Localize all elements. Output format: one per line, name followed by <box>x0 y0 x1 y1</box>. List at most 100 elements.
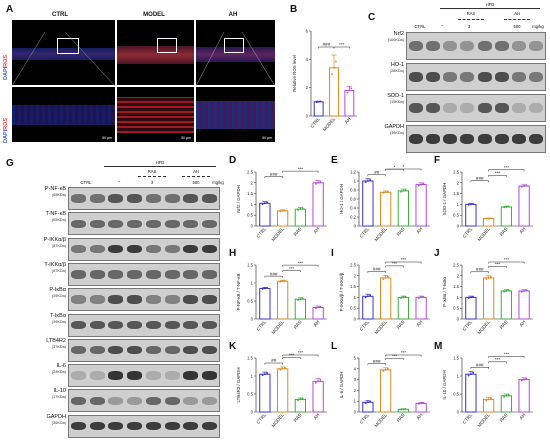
chart-j-sig-bracket <box>488 266 507 268</box>
panel-g-blot-band <box>127 219 143 228</box>
panel-g-minus-label: – <box>117 179 121 184</box>
panel-c-blot-band <box>477 40 492 52</box>
chart-e-sig-label: * <box>402 164 404 169</box>
chart-i-sig-label: ### <box>373 267 381 272</box>
chart-e-data-point <box>400 190 403 193</box>
chart-m-sig-bracket <box>470 367 489 369</box>
chart-e-y-tick-label: 0 <box>354 224 357 229</box>
chart-k-data-point <box>301 397 304 400</box>
panel-c-blot-label: HO-1 (28KDa) <box>366 62 404 74</box>
panel-label-j: J <box>434 248 440 259</box>
chart-m: 0 0.5 1 1.5 IL-10 / GAPDH CTRL MODEL RAS AH ### **… <box>442 352 533 428</box>
chart-k-data-point <box>266 372 269 375</box>
chart-j-sig-label: *** <box>495 262 501 267</box>
chart-i-x-tick-label: MODEL <box>374 319 389 335</box>
panel-label-d: D <box>229 155 237 166</box>
chart-h-data-point <box>261 288 264 290</box>
chart-f-data-point <box>503 206 506 209</box>
chart-h-sig-label: ### <box>270 271 278 276</box>
chart-h-y-tick-label: 1.5 <box>247 263 253 268</box>
chart-i-x-tick-label: CTRL <box>359 319 371 332</box>
panel-g-blot-band <box>127 244 143 254</box>
chart-b-sig-bracket <box>318 46 335 49</box>
chart-i-sig-bracket <box>385 261 422 264</box>
chart-f-x-tick-label: MODEL <box>477 226 492 242</box>
panel-g-blot-strip <box>68 389 220 413</box>
chart-h: 0 0.5 1 1.5 P-NF-κB / T-NF-κB CTRL MODEL RAS AH #… <box>236 260 327 335</box>
chart-f-data-point <box>485 217 488 220</box>
chart-l-y-tick-label: 0 <box>354 410 357 415</box>
chart-h-x-tick-label: MODEL <box>271 319 286 335</box>
chart-i-data-point <box>402 296 405 299</box>
panel-c-blot-name: Nrf2 <box>393 31 404 37</box>
chart-m-sig-label: *** <box>504 352 510 357</box>
chart-d-data-point <box>299 208 302 211</box>
chart-f-y-tick-label: 2 <box>457 180 460 185</box>
panel-g-blot-band <box>202 396 218 406</box>
chart-e-data-point <box>402 190 405 192</box>
chart-l-y-tick-label: 5 <box>354 356 357 361</box>
chart-b: 0 2 4 6 Relative ROS level CTRL MODEL AH ### *** <box>292 29 357 132</box>
panel-label-i: I <box>331 248 334 259</box>
chart-b-data-point <box>346 91 349 94</box>
panel-g-blot-kda: (65KDa) <box>51 218 66 223</box>
chart-d-x-tick-label: MODEL <box>271 226 286 242</box>
panel-g-blot-band <box>127 396 143 406</box>
panel-label-g: G <box>6 158 14 169</box>
chart-h-data-point <box>279 280 282 283</box>
panel-g-blot-label: T-IKKα/β (87KDa) <box>22 262 66 274</box>
chart-l-data-point <box>386 367 389 370</box>
chart-h-sig-bracket <box>264 275 283 278</box>
panel-c-blot-band <box>443 133 458 145</box>
chart-e: 0 0.2 0.4 0.6 0.8 1 1.2 HO-1 / GAPDH CTRL MODEL RA… <box>339 164 430 242</box>
chart-f-bar <box>482 217 495 227</box>
chart-h-data-point <box>283 279 286 282</box>
chart-d-sig-label: *** <box>298 166 304 171</box>
chart-l-data-point <box>382 370 385 372</box>
fluorescence-image-ctrl-low <box>12 20 115 85</box>
chart-m-data-point <box>523 378 526 381</box>
chart-j-y-tick-label: 2.5 <box>453 263 459 268</box>
chart-m-data-point <box>525 377 528 380</box>
fluorescence-image-model-high: 50 μm <box>117 87 194 142</box>
panel-c-blot-band <box>460 40 475 52</box>
panel-c-blot-name: HO-1 <box>390 62 404 68</box>
chart-h-data-point <box>263 287 266 290</box>
chart-m-sig-label: *** <box>495 357 501 362</box>
chart-j-data-point <box>472 295 475 298</box>
chart-j: 0 0.5 1 1.5 2 2.5 P-IκBα / T-IκBα CTRL MODEL RAS A… <box>442 257 533 335</box>
chart-i-data-point <box>422 295 425 298</box>
panel-g-blot-label: P-IκBα (39KDa) <box>22 287 66 299</box>
chart-f-data-point <box>467 203 470 206</box>
chart-j-data-point <box>507 289 510 292</box>
chart-b-x-tick-label: CTRL <box>309 116 321 129</box>
chart-e-bar <box>379 191 392 227</box>
chart-f-sig-bracket <box>470 180 489 183</box>
chart-i-sig-bracket <box>367 271 386 273</box>
chart-j-sig-label: ### <box>476 267 484 272</box>
panel-g-blot-band <box>89 194 105 203</box>
chart-m-y-tick-label: 0 <box>457 410 460 415</box>
panel-label-l: L <box>331 341 338 352</box>
chart-i-sig-label: *** <box>392 261 398 266</box>
chart-j-data-point <box>489 275 492 278</box>
panel-g-blot-name: T-NF-κB <box>45 211 66 218</box>
chart-e-y-tick-label: 1 <box>354 179 357 184</box>
chart-j-data-point <box>503 290 506 293</box>
chart-m-bar <box>465 373 477 413</box>
panel-g-blot-band <box>127 346 143 355</box>
chart-f-data-point <box>469 203 472 206</box>
panel-g-blot-band <box>202 295 218 304</box>
chart-m-x-tick-label: MODEL <box>477 412 492 428</box>
chart-l-data-point <box>422 401 425 404</box>
chart-e-data-point <box>420 183 423 186</box>
chart-k-bar <box>259 373 271 413</box>
panel-g-blot-band <box>145 219 161 228</box>
panel-g-blot-band <box>89 270 105 279</box>
chart-m-bar <box>500 395 513 413</box>
chart-i-y-axis-label: P-IKKα/β / T-IKKα/β <box>339 272 344 311</box>
chart-e-sig-bracket <box>385 168 422 171</box>
chart-h-data-point <box>299 298 302 301</box>
chart-h-bar <box>276 280 289 320</box>
panel-g-blot-band <box>202 270 218 279</box>
